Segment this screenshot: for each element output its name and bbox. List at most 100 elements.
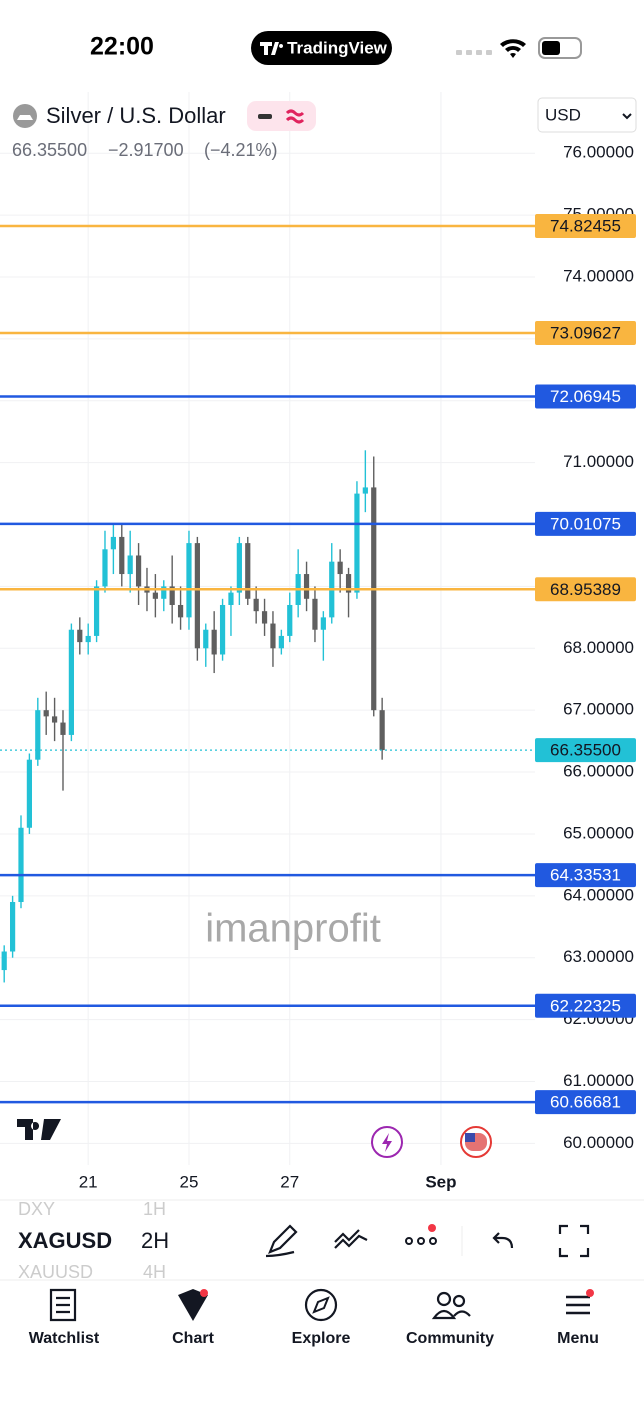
level-label-bg [535,320,636,345]
currency: USD [545,105,581,124]
level-label-bg [535,384,636,409]
level-label: 62.22325 [550,996,621,1015]
draw-tool[interactable] [265,1224,298,1258]
candle-body [287,604,293,636]
battery [538,37,582,59]
candle-body [35,710,41,760]
interval-current[interactable]: 2H [141,1228,169,1253]
candle-body [211,629,217,655]
candle-body [379,710,385,751]
tv-logo-small [260,42,284,55]
watchlist-icon[interactable] [49,1288,77,1322]
candle-body [85,635,91,643]
candle-body [51,716,58,723]
level-label-bg [535,577,636,602]
level-label-bg [535,1090,636,1115]
price-change: −2.91700 [108,140,184,160]
candle-body [337,561,343,575]
nav-label[interactable]: Community [406,1330,494,1347]
symbol-logo-mark [17,115,33,120]
clock: 22:00 [90,33,154,61]
symbol-current[interactable]: XAGUSD [18,1228,112,1253]
level-label: 70.01075 [550,514,621,533]
level-label-bg [535,993,636,1018]
candle-body [312,598,318,630]
symbol-name[interactable]: Silver / U.S. Dollar [46,103,226,128]
flag [465,1133,475,1142]
candle-body [135,555,142,587]
candle-body [119,536,125,575]
level-label: 73.09627 [550,323,621,342]
interval-prev[interactable]: 1H [143,1199,166,1219]
candle-body [9,902,16,952]
y-tick-label: 71.00000 [563,452,634,471]
x-tick-label: Sep [425,1172,456,1191]
y-tick-label: 63.00000 [563,947,634,966]
badge [200,1289,208,1297]
battery-level [542,41,560,55]
tv-watermark-logo [17,1119,61,1140]
y-tick-label: 60.00000 [563,1133,634,1152]
level-label: 60.66681 [550,1093,621,1112]
candle-body [152,592,158,599]
signal [456,50,492,55]
more-tools[interactable] [405,1237,437,1245]
candle-body [362,487,368,494]
chart-icon[interactable] [178,1289,208,1321]
candle-body [1,951,7,971]
fullscreen[interactable] [558,1224,590,1258]
level-label: 68.95389 [550,580,621,599]
candle-body [169,586,175,605]
app-name: TradingView [287,38,388,57]
level-label-bg [535,213,636,238]
undo[interactable] [492,1232,514,1249]
y-tick-label: 68.00000 [563,638,634,657]
menu-icon[interactable] [566,1295,590,1315]
currency-select[interactable] [537,97,637,133]
y-tick-label: 61.00000 [563,1071,634,1090]
last-price-label: 66.35500 [550,741,621,760]
pill-icon [258,114,272,119]
candle-body [261,611,268,624]
chevron [622,113,632,120]
x-tick-label: 27 [280,1172,299,1191]
nav-label[interactable]: Menu [557,1330,599,1347]
trend-tool[interactable] [334,1229,368,1249]
level-label-bg [535,863,636,888]
candle-body [60,722,66,735]
candle-body [320,617,326,630]
chart-area: 60.0000061.0000062.0000063.0000064.00000… [0,92,636,1191]
status-pill[interactable] [247,101,316,131]
candle-body [194,543,200,649]
candle-body [354,493,360,593]
explore-icon[interactable] [304,1288,338,1322]
nav-label[interactable]: Watchlist [29,1330,100,1347]
explore-needle [312,1296,330,1314]
candle-body [303,574,310,599]
interval-next[interactable]: 4H [143,1262,166,1282]
price: 66.35500 [12,140,87,160]
symbol-next[interactable]: XAUUSD [18,1262,93,1282]
badge [428,1224,436,1232]
y-tick-label: 67.00000 [563,700,634,719]
app-pill [251,31,392,65]
candle-body [127,555,133,575]
candle-body [110,536,116,550]
nav-label[interactable]: Chart [172,1330,214,1347]
symbol-prev[interactable]: DXY [18,1199,55,1219]
candle-body [102,549,108,587]
candle-body [43,710,49,717]
nav-label[interactable]: Explore [292,1330,351,1347]
candle-body [236,543,242,593]
candle-body [203,629,209,649]
y-tick-label: 65.00000 [563,823,634,842]
y-tick-label: 74.00000 [563,267,634,286]
candle-body [270,623,276,649]
candle-body [18,827,24,903]
community-icon[interactable] [431,1291,471,1320]
candle-body [68,629,74,735]
candle-body [228,592,234,605]
candle-body [177,604,184,618]
